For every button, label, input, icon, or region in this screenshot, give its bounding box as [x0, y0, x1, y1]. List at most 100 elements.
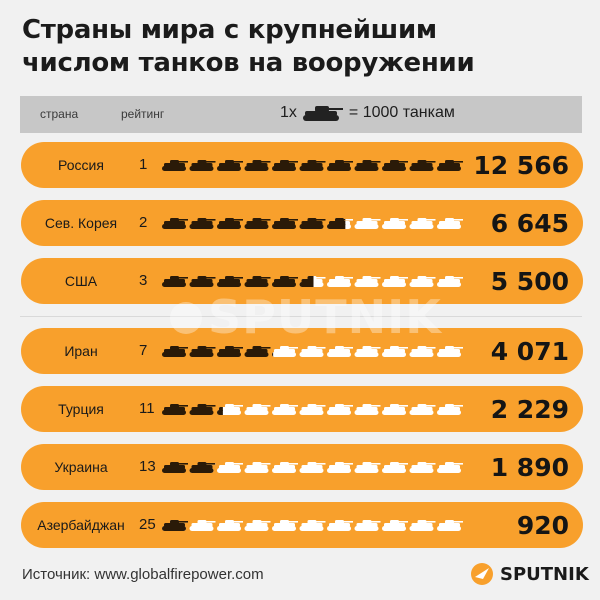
- tank-mark: [437, 276, 463, 287]
- tank-mark: [327, 462, 353, 473]
- source-note: Источник: www.globalfirepower.com: [22, 566, 264, 583]
- country-row: Россия 1 12 566: [21, 142, 583, 188]
- watermark: SPUTNIK: [168, 288, 468, 348]
- tank-mark: [299, 520, 326, 531]
- tank-mark: [327, 218, 353, 229]
- tank-mark: [382, 462, 408, 473]
- tank-icons: [162, 404, 463, 415]
- legend-suffix: = 1000 танкам: [348, 104, 455, 121]
- tank-icons: [162, 462, 463, 473]
- tank-mark: [272, 218, 298, 229]
- tank-mark: [409, 404, 436, 415]
- table-header: страна рейтинг 1х = 1000 танкам: [20, 96, 582, 133]
- tank-mark: [409, 218, 436, 229]
- tank-mark: [272, 346, 298, 357]
- tank-mark: [217, 276, 243, 287]
- tank-mark: [299, 346, 326, 357]
- value-label: 12 566: [473, 151, 569, 180]
- rank-label: 3: [139, 272, 148, 289]
- tank-mark: [299, 276, 326, 287]
- watermark-logo-icon: [170, 302, 202, 334]
- country-row: Украина 13 1 890: [21, 444, 583, 490]
- country-row: США 3 5 500: [21, 258, 583, 304]
- tank-mark: [354, 160, 381, 171]
- tank-mark: [272, 160, 298, 171]
- tank-mark: [382, 404, 408, 415]
- country-label: Азербайджан: [37, 517, 125, 533]
- tank-mark: [162, 160, 188, 171]
- tank-icons: [162, 160, 463, 171]
- tank-mark: [327, 276, 353, 287]
- country-label: США: [64, 273, 98, 289]
- country-label: Украина: [54, 459, 108, 475]
- title-line-1: Страны мира с крупнейшим: [22, 15, 437, 45]
- tank-mark: [189, 404, 216, 415]
- value-label: 1 890: [490, 453, 569, 482]
- tank-mark: [162, 404, 188, 415]
- rank-label: 25: [139, 516, 156, 533]
- tank-mark: [354, 404, 381, 415]
- tank-mark: [299, 160, 326, 171]
- value-label: 2 229: [490, 395, 569, 424]
- tank-mark: [409, 346, 436, 357]
- tank-mark: [189, 346, 216, 357]
- tank-mark: [382, 218, 408, 229]
- divider: [20, 316, 582, 317]
- value-label: 4 071: [490, 337, 569, 366]
- tank-mark: [244, 520, 271, 531]
- watermark-text: SPUTNIK: [208, 290, 442, 344]
- tank-mark: [437, 160, 463, 171]
- tank-mark: [217, 462, 243, 473]
- tank-mark: [217, 520, 243, 531]
- tank-mark: [382, 160, 408, 171]
- tank-mark: [162, 218, 188, 229]
- tank-mark: [409, 462, 436, 473]
- tank-icons: [162, 520, 463, 531]
- tank-mark: [162, 346, 188, 357]
- tank-mark: [382, 276, 408, 287]
- tank-icons: [162, 346, 463, 357]
- tank-mark: [354, 346, 381, 357]
- tank-mark: [437, 520, 463, 531]
- tank-mark: [327, 404, 353, 415]
- tank-mark: [354, 462, 381, 473]
- country-label: Турция: [58, 401, 104, 417]
- tank-icons: [162, 218, 463, 229]
- header-country: страна: [40, 107, 79, 121]
- tank-mark: [189, 276, 216, 287]
- country-row: Турция 11 2 229: [21, 386, 583, 432]
- chart-title: Страны мира с крупнейшим числом танков н…: [22, 14, 582, 80]
- tank-mark: [299, 218, 326, 229]
- tank-mark: [244, 346, 271, 357]
- tank-mark: [162, 276, 188, 287]
- tank-icons: [162, 276, 463, 287]
- tank-mark: [244, 276, 271, 287]
- rank-label: 11: [139, 400, 155, 417]
- tank-mark: [244, 218, 271, 229]
- rank-label: 7: [139, 342, 148, 359]
- sputnik-logo-icon: [471, 563, 493, 585]
- tank-mark: [437, 462, 463, 473]
- tank-mark: [217, 346, 243, 357]
- tank-mark: [354, 520, 381, 531]
- tank-mark: [272, 276, 298, 287]
- tank-mark: [327, 160, 353, 171]
- tank-mark: [354, 218, 381, 229]
- legend: 1х = 1000 танкам: [280, 104, 455, 122]
- tank-mark: [162, 462, 188, 473]
- tank-mark: [272, 462, 298, 473]
- value-label: 6 645: [490, 209, 569, 238]
- tank-mark: [409, 520, 436, 531]
- tank-mark: [299, 404, 326, 415]
- tank-mark: [217, 404, 243, 415]
- tank-mark: [437, 218, 463, 229]
- tank-mark: [437, 404, 463, 415]
- tank-mark: [217, 218, 243, 229]
- country-label: Россия: [58, 157, 104, 173]
- country-row: Сев. Корея 2 6 645: [21, 200, 583, 246]
- tank-mark: [382, 346, 408, 357]
- rank-label: 1: [139, 156, 148, 173]
- rank-label: 2: [139, 214, 148, 231]
- title-line-2: числом танков на вооружении: [22, 48, 475, 78]
- value-label: 920: [516, 511, 569, 540]
